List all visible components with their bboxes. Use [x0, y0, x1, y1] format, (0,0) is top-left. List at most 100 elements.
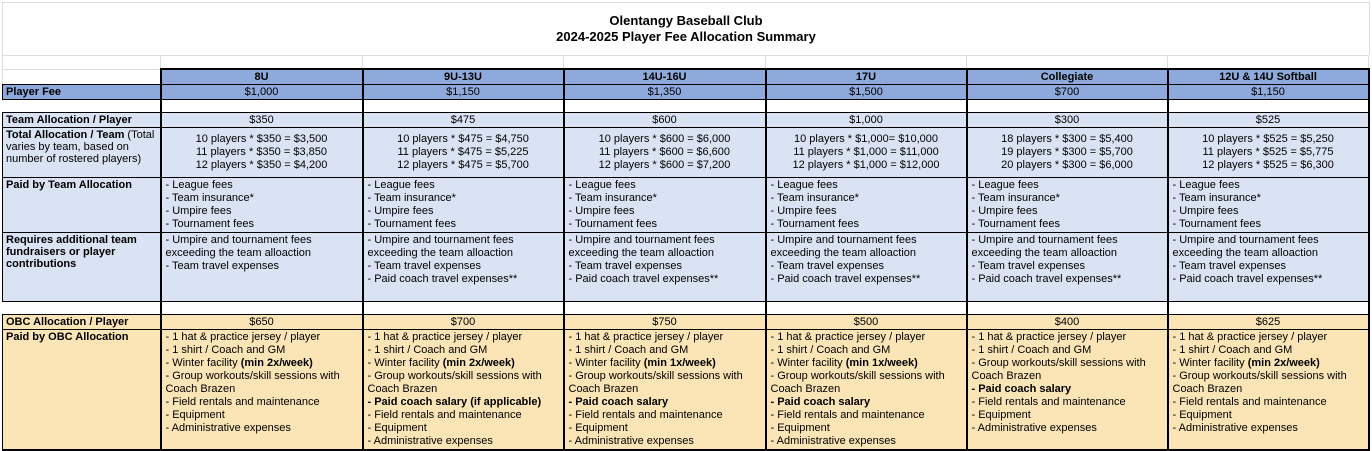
spacer-cell — [361, 301, 565, 315]
empty-cell — [160, 55, 363, 70]
list-item: - Paid coach travel expenses** — [971, 273, 1122, 285]
cell-paid-by-team-17u: - League fees - Team insurance* - Umpire f… — [764, 177, 968, 233]
row-obc-allocation: OBC Allocation / Player $650 $700 $750 $500 $… — [2, 314, 1370, 330]
list-item: - Paid coach travel expenses** — [367, 273, 518, 285]
cell-team-allocation-12u-14u-softball: $525 — [1166, 112, 1370, 128]
list-item: - Winter facility (min 1x/week) — [568, 357, 716, 369]
list-item: - Umpire fees — [165, 205, 232, 217]
empty-cell — [765, 55, 967, 70]
list-item: - Group workouts/skill sessions with Coa… — [1172, 370, 1347, 395]
list-item: - Equipment — [770, 422, 830, 434]
list-item: - 1 hat & practice jersey / player — [971, 331, 1127, 343]
list-item: - Umpire fees — [367, 205, 434, 217]
header-row: 8U 9U-13U 14U-16U 17U Collegiate 12U & 14U So… — [2, 68, 1370, 85]
calc-line: 10 players * $350 = $3,500 — [195, 133, 328, 145]
spacer-cell — [159, 301, 364, 315]
row-team-allocation: Team Allocation / Player $350 $475 $600 $1,0… — [2, 112, 1370, 128]
cell-paid-by-obc-14u-16u: - 1 hat & practice jersey / player - 1 sh… — [562, 329, 767, 451]
document-title: Olentangy Baseball Club 2024-2025 Player… — [2, 2, 1370, 55]
spacer-cell — [562, 301, 767, 315]
list-item: - Equipment — [165, 409, 225, 421]
list-item: - Paid coach travel expenses** — [568, 273, 719, 285]
list-item: - Administrative expenses — [971, 422, 1097, 434]
cell-obc-allocation-14u-16u: $750 — [562, 314, 767, 330]
row-label-note: (Total varies by team, based on number o… — [6, 129, 155, 165]
list-item: - 1 shirt / Coach and GM — [1172, 344, 1293, 356]
list-item: - 1 hat & practice jersey / player — [165, 331, 321, 343]
cell-paid-by-obc-collegiate: - 1 hat & practice jersey / player - 1 sh… — [965, 329, 1169, 451]
list-item: - Umpire and tournament fees exceeding t… — [367, 234, 514, 259]
calc-line: 10 players * $1,000= $10,000 — [793, 133, 939, 145]
list-item: - Umpire and tournament fees exceeding t… — [165, 234, 312, 259]
list-item: - Field rentals and maintenance — [367, 409, 522, 421]
list-item: - Umpire fees — [770, 205, 837, 217]
list-item: - Group workouts/skill sessions with Coa… — [367, 370, 542, 395]
column-header-8u: 8U — [159, 68, 364, 85]
list-item: - League fees — [1172, 179, 1240, 191]
row-label-paid-by-team: Paid by Team Allocation — [2, 177, 161, 233]
cell-paid-by-team-14u-16u: - League fees - Team insurance* - Umpire f… — [562, 177, 767, 233]
row-total-allocation: Total Allocation / Team (Total varies by… — [2, 127, 1370, 178]
list-item: - Field rentals and maintenance — [770, 409, 925, 421]
list-item: - Tournament fees — [568, 218, 657, 230]
cell-total-allocation-collegiate: 18 players * $300 = $5,400 19 players * $… — [965, 127, 1169, 178]
list-item: - Winter facility (min 1x/week) — [770, 357, 918, 369]
list-item: - Tournament fees — [165, 218, 254, 230]
cell-team-allocation-collegiate: $300 — [965, 112, 1169, 128]
spacer-cell — [764, 301, 968, 315]
list-item: - Umpire fees — [568, 205, 635, 217]
row-label-player-fee: Player Fee — [2, 84, 161, 100]
list-item: - Equipment — [367, 422, 427, 434]
column-header-12u-14u-softball: 12U & 14U Softball — [1166, 68, 1370, 85]
spacer-cell — [2, 99, 161, 113]
list-item: - Group workouts/skill sessions with Coa… — [770, 370, 945, 395]
cell-player-fee-collegiate: $700 — [965, 84, 1169, 100]
empty-cell — [2, 55, 161, 70]
cell-total-allocation-8u: 10 players * $350 = $3,500 11 players * $… — [159, 127, 364, 178]
cell-obc-allocation-12u-14u-softball: $625 — [1166, 314, 1370, 330]
list-item: - Team insurance* — [367, 192, 456, 204]
cell-team-allocation-9u-13u: $475 — [361, 112, 565, 128]
list-item: - Paid coach salary — [770, 396, 871, 408]
cell-paid-by-obc-17u: - 1 hat & practice jersey / player - 1 sh… — [764, 329, 968, 451]
spacer-cell — [562, 99, 767, 113]
list-item: - Paid coach salary — [971, 383, 1072, 395]
cell-player-fee-12u-14u-softball: $1,150 — [1166, 84, 1370, 100]
list-item: - Tournament fees — [971, 218, 1060, 230]
cell-total-allocation-9u-13u: 10 players * $475 = $4,750 11 players * $… — [361, 127, 565, 178]
calc-line: 11 players * $525 = $5,775 — [1202, 146, 1334, 158]
list-item: - Tournament fees — [770, 218, 859, 230]
list-item: - Field rentals and maintenance — [568, 409, 723, 421]
row-label-total-allocation: Total Allocation / Team (Total varies by… — [2, 127, 161, 178]
spacer-cell — [965, 301, 1169, 315]
row-label-paid-by-obc: Paid by OBC Allocation — [2, 329, 161, 451]
list-item: - Paid coach salary — [568, 396, 669, 408]
row-paid-by-obc: Paid by OBC Allocation - 1 hat & practice… — [2, 329, 1370, 451]
cell-fundraisers-12u-14u-softball: - Umpire and tournament fees exceeding t… — [1166, 232, 1370, 302]
calc-line: 12 players * $600 = $7,200 — [598, 159, 731, 171]
list-item: - Equipment — [1172, 409, 1232, 421]
list-item: - 1 shirt / Coach and GM — [568, 344, 689, 356]
list-item: - Team travel expenses — [770, 260, 885, 272]
list-item: - Umpire and tournament fees exceeding t… — [770, 234, 917, 259]
list-item: - 1 shirt / Coach and GM — [770, 344, 891, 356]
empty-cell — [362, 55, 564, 70]
row-label-fundraisers: Requires additional team fundraisers or … — [2, 232, 161, 302]
title-line-1: Olentangy Baseball Club — [609, 13, 763, 28]
spacer-row — [2, 301, 1370, 315]
cell-paid-by-team-9u-13u: - League fees - Team insurance* - Umpire f… — [361, 177, 565, 233]
fee-table: 8U 9U-13U 14U-16U 17U Collegiate 12U & 14U So… — [2, 55, 1370, 451]
calc-line: 11 players * $1,000 = $11,000 — [793, 146, 939, 158]
list-item: - Equipment — [568, 422, 628, 434]
list-item: - 1 hat & practice jersey / player — [1172, 331, 1328, 343]
cell-obc-allocation-9u-13u: $700 — [361, 314, 565, 330]
list-item: - 1 shirt / Coach and GM — [971, 344, 1092, 356]
cell-fundraisers-17u: - Umpire and tournament fees exceeding t… — [764, 232, 968, 302]
calc-line: 11 players * $475 = $5,225 — [397, 146, 529, 158]
list-item: - Field rentals and maintenance — [971, 396, 1126, 408]
spacer-cell — [2, 301, 161, 315]
calc-line: 12 players * $1,000 = $12,000 — [792, 159, 940, 171]
calc-line: 12 players * $475 = $5,700 — [397, 159, 529, 171]
list-item: - League fees — [568, 179, 636, 191]
list-item: - Group workouts/skill sessions with Coa… — [568, 370, 743, 395]
